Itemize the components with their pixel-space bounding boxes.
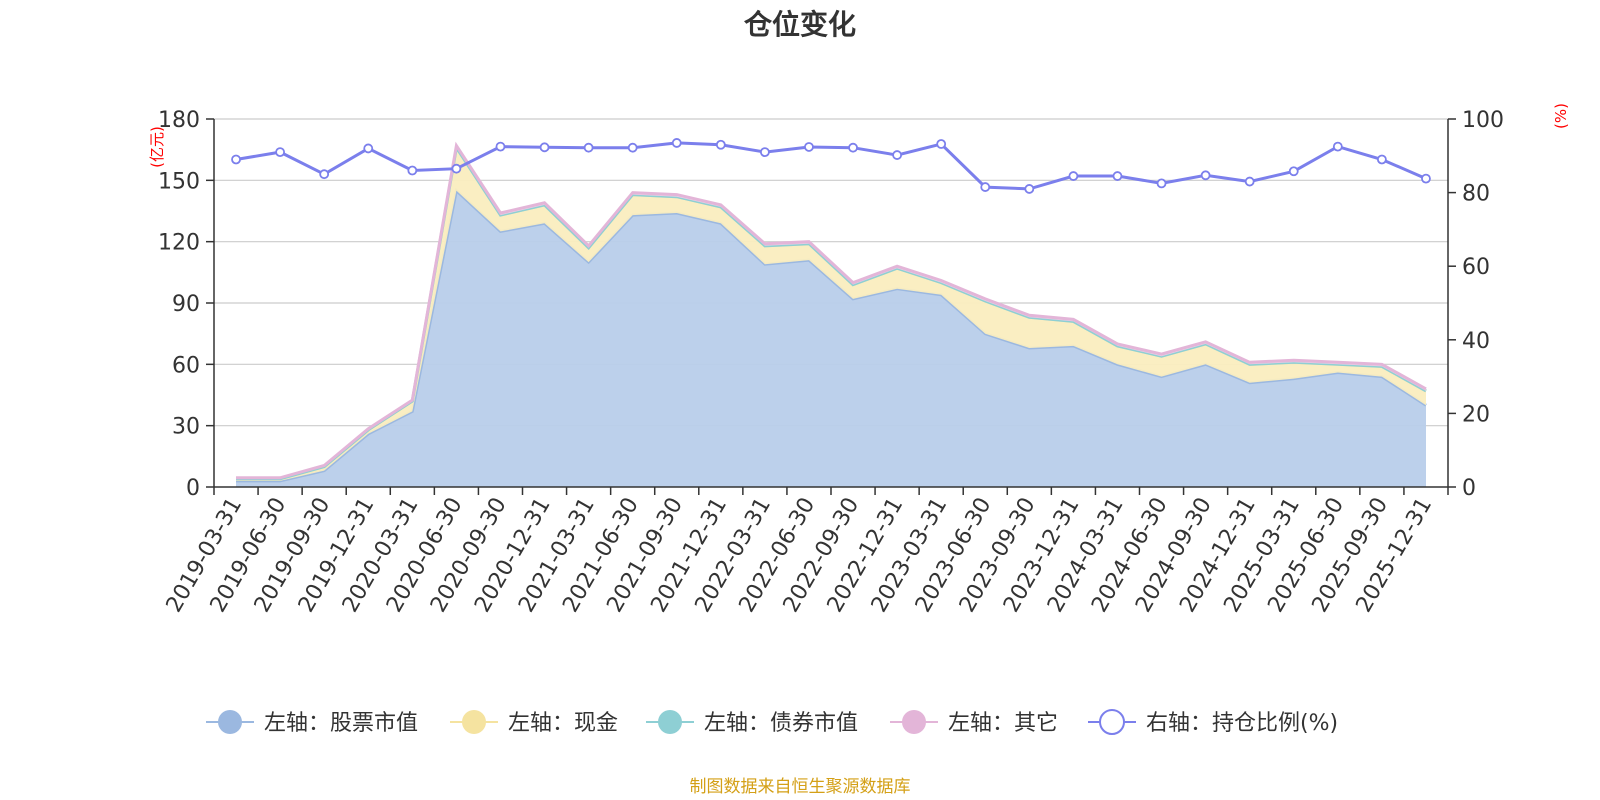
legend-label: 左轴：股票市值 <box>264 711 418 736</box>
chart-title: 仓位变化 <box>744 8 856 41</box>
right-axis-tick-label: 80 <box>1462 182 1490 207</box>
ratio-point <box>1421 173 1431 184</box>
ratio-point <box>936 139 947 149</box>
ratio-point <box>275 147 286 158</box>
ratio-point <box>1200 170 1211 181</box>
source-note: 制图数据来自恒生聚源数据库 <box>690 777 911 797</box>
left-axis-tick-label: 150 <box>158 169 200 194</box>
ratio-point <box>1156 178 1167 189</box>
ratio-point <box>804 142 814 152</box>
ratio-polyline <box>235 141 1427 191</box>
left-axis-tick-label: 30 <box>172 415 200 440</box>
ratio-point <box>319 169 330 180</box>
right-axis-tick-label: 40 <box>1462 329 1490 354</box>
left-axis-tick-label: 180 <box>158 108 200 133</box>
ratio-point <box>715 139 726 150</box>
ratio-point <box>407 165 418 176</box>
right-axis-unit: (%) <box>1552 103 1570 129</box>
holding-ratio-line <box>231 138 1431 194</box>
ratio-point <box>848 142 858 153</box>
ratio-point <box>1112 171 1123 181</box>
ratio-point <box>495 141 506 152</box>
right-axis-tick-label: 60 <box>1462 255 1490 280</box>
ratio-point <box>1068 171 1079 181</box>
stacked-areas <box>236 141 1427 487</box>
ratio-point <box>1244 176 1255 187</box>
left-axis-tick-label: 60 <box>172 353 200 378</box>
right-axis-tick-label: 0 <box>1462 476 1476 501</box>
legend-label: 左轴：其它 <box>948 711 1058 736</box>
legend-marker <box>902 710 926 734</box>
ratio-point <box>451 163 462 174</box>
area-edge-左轴：其它 <box>236 141 1427 480</box>
ratio-point <box>892 150 903 160</box>
left-axis-tick-label: 90 <box>172 292 200 317</box>
ratio-point <box>1288 166 1299 177</box>
left-axis-unit: (亿元) <box>148 126 166 168</box>
left-axis-tick-label: 120 <box>158 231 200 256</box>
ratio-point <box>980 182 991 192</box>
legend-label: 左轴：债券市值 <box>704 711 858 736</box>
ratio-point <box>583 142 594 153</box>
legend-marker <box>462 710 486 734</box>
ratio-point <box>231 154 241 165</box>
ratio-point <box>363 143 374 154</box>
left-axis-tick-label: 0 <box>186 476 200 501</box>
right-axis-tick-label: 100 <box>1462 108 1504 133</box>
ratio-point <box>1332 141 1343 152</box>
ratio-point <box>539 142 550 153</box>
legend-label: 左轴：现金 <box>508 711 618 736</box>
legend: 左轴：股票市值 左轴：现金 左轴：债券市值 左轴：其它 右轴：持仓比例(%) <box>206 709 1338 736</box>
legend-marker <box>218 710 242 734</box>
area-左轴：股票市值 <box>236 190 1426 487</box>
legend-label: 右轴：持仓比例(%) <box>1146 711 1338 736</box>
ratio-point <box>627 142 638 153</box>
ratio-point <box>1376 154 1387 165</box>
ratio-point <box>1024 184 1035 194</box>
legend-marker <box>1099 709 1125 735</box>
ratio-point <box>759 147 770 158</box>
right-axis-tick-label: 20 <box>1462 402 1490 427</box>
ratio-point <box>671 138 682 148</box>
legend-marker <box>658 710 682 734</box>
